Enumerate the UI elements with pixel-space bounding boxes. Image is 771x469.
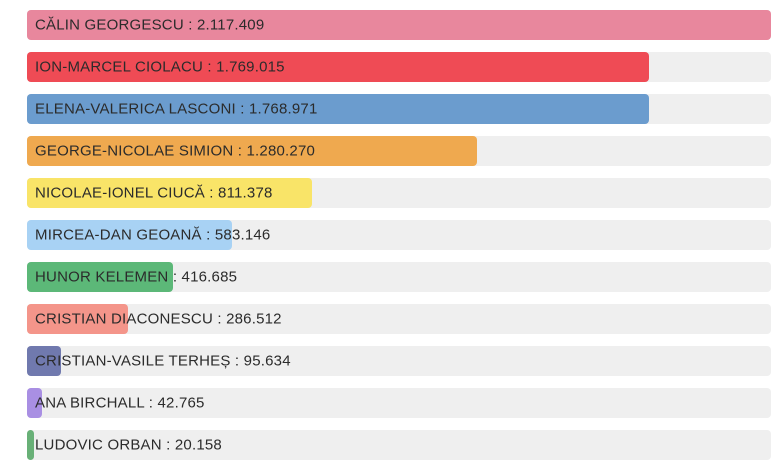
bar-row: ANA BIRCHALL : 42.765: [27, 388, 771, 418]
bar[interactable]: [27, 178, 313, 208]
bar-track: [27, 388, 771, 418]
bar-row: CĂLIN GEORGESCU : 2.117.409: [27, 10, 771, 40]
bar-track: [27, 304, 771, 334]
bar[interactable]: [27, 94, 649, 124]
bar-label: ELENA-VALERICA LASCONI : 1.768.971: [35, 100, 318, 118]
bar-row: CRISTIAN DIACONESCU : 286.512: [27, 304, 771, 334]
bar-label: LUDOVIC ORBAN : 20.158: [35, 436, 222, 454]
bar-label: ANA BIRCHALL : 42.765: [35, 394, 205, 412]
bar-track: [27, 430, 771, 460]
bar[interactable]: [27, 388, 43, 418]
bar[interactable]: [27, 430, 35, 460]
bar[interactable]: [27, 52, 649, 82]
bar-label: ION-MARCEL CIOLACU : 1.769.015: [35, 58, 285, 76]
bar-row: ELENA-VALERICA LASCONI : 1.768.971: [27, 94, 771, 124]
bar[interactable]: [27, 262, 174, 292]
bar-label: NICOLAE-IONEL CIUCĂ : 811.378: [35, 184, 273, 202]
bar[interactable]: [27, 346, 61, 376]
bar[interactable]: [27, 10, 771, 40]
bar-row: GEORGE-NICOLAE SIMION : 1.280.270: [27, 136, 771, 166]
bar-row: NICOLAE-IONEL CIUCĂ : 811.378: [27, 178, 771, 208]
bar-row: LUDOVIC ORBAN : 20.158: [27, 430, 771, 460]
bar-row: ION-MARCEL CIOLACU : 1.769.015: [27, 52, 771, 82]
bar-label: GEORGE-NICOLAE SIMION : 1.280.270: [35, 142, 316, 160]
bar-row: HUNOR KELEMEN : 416.685: [27, 262, 771, 292]
bar-row: MIRCEA-DAN GEOANĂ : 583.146: [27, 220, 771, 250]
bar[interactable]: [27, 304, 128, 334]
bar-row: CRISTIAN-VASILE TERHEȘ : 95.634: [27, 346, 771, 376]
bar-label: CRISTIAN-VASILE TERHEȘ : 95.634: [35, 352, 291, 370]
bar-track: [27, 346, 771, 376]
bar-label: MIRCEA-DAN GEOANĂ : 583.146: [35, 226, 271, 244]
bar-label: CĂLIN GEORGESCU : 2.117.409: [35, 16, 265, 34]
bar-label: HUNOR KELEMEN : 416.685: [35, 268, 238, 286]
bar[interactable]: [27, 220, 232, 250]
bar[interactable]: [27, 136, 477, 166]
bar-label: CRISTIAN DIACONESCU : 286.512: [35, 310, 282, 328]
